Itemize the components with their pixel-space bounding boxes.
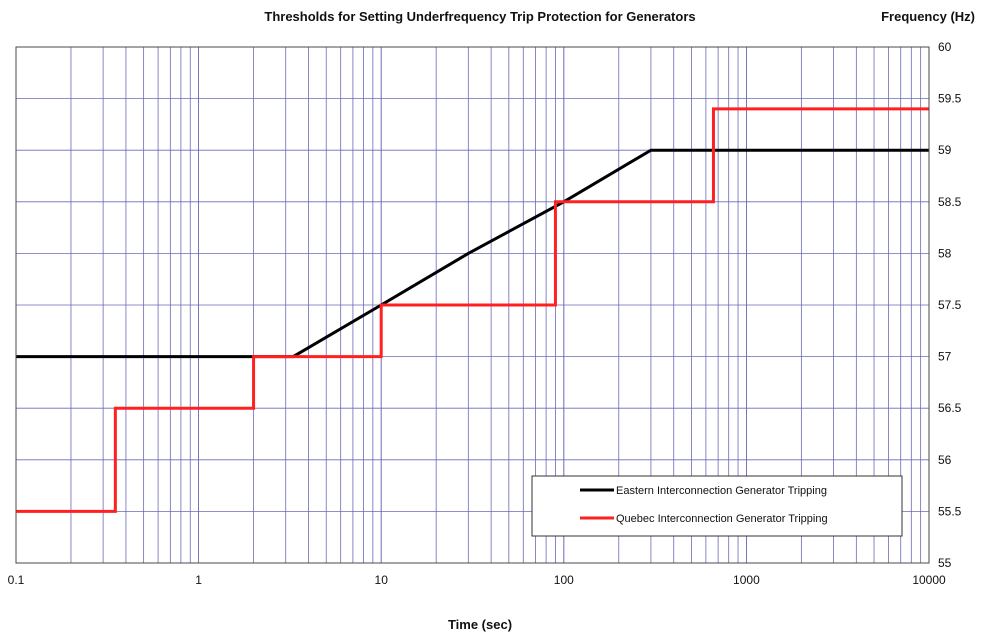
y-tick-label: 59	[938, 143, 952, 157]
y-tick-label: 57	[938, 350, 952, 364]
plot-frame	[15, 46, 930, 564]
y-tick-label: 58	[938, 246, 952, 260]
y-tick-label: 58.5	[938, 195, 962, 209]
series-line-quebec	[16, 107, 929, 513]
x-tick-label: 1	[195, 573, 202, 587]
tick-labels: 0.1 1 10 100 1000 10000 55 55.5 56 56.5 57 57.5 58 58…	[8, 40, 962, 587]
y-tick-label: 55.5	[938, 504, 962, 518]
legend: Eastern Interconnection Generator Trippi…	[531, 475, 903, 537]
y-tick-label: 55	[938, 556, 952, 570]
x-tick-label: 10	[375, 573, 389, 587]
y-tick-label: 56.5	[938, 401, 962, 415]
x-tick-label: 0.1	[8, 573, 25, 587]
x-tick-label: 10000	[912, 573, 946, 587]
y-tick-label: 56	[938, 453, 952, 467]
y-tick-label: 57.5	[938, 298, 962, 312]
y-tick-label: 59.5	[938, 92, 962, 106]
chart-title: Thresholds for Setting Underfrequency Tr…	[264, 9, 696, 24]
legend-box	[531, 475, 903, 537]
y-axis-title: Frequency (Hz)	[881, 9, 975, 24]
x-axis-title: Time (sec)	[447, 617, 513, 632]
legend-label-quebec: Quebec Interconnection Generator Trippin…	[616, 513, 828, 525]
series-group	[16, 107, 929, 513]
legend-label-eastern: Eastern Interconnection Generator Trippi…	[616, 485, 827, 497]
x-tick-label: 1000	[733, 573, 760, 587]
y-tick-label: 60	[938, 40, 952, 54]
x-tick-label: 100	[554, 573, 574, 587]
